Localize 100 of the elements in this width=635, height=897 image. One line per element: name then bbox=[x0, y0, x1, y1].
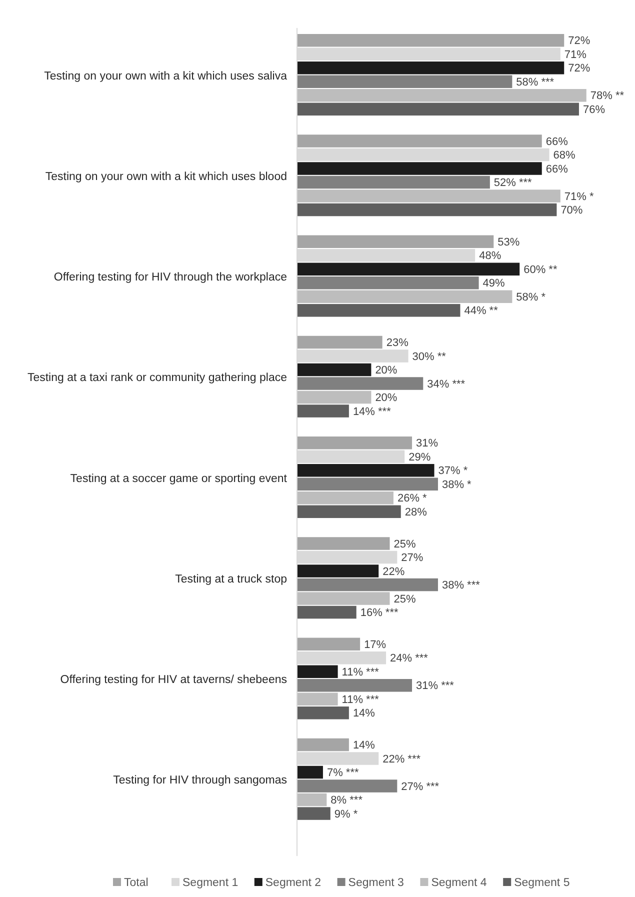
data-label: 22% bbox=[382, 566, 405, 578]
data-label: 30% ** bbox=[412, 350, 447, 363]
data-label: 26% * bbox=[397, 492, 428, 505]
data-label: 70% bbox=[560, 204, 583, 217]
bar bbox=[297, 692, 338, 706]
y-tick-label: Offering testing for HIV at taverns/ shebeens bbox=[60, 674, 288, 686]
data-label: 68% bbox=[553, 150, 576, 162]
legend-label: Total bbox=[124, 877, 148, 890]
legend-label: Segment 1 bbox=[182, 877, 238, 890]
bar bbox=[297, 290, 512, 304]
data-label: 34% *** bbox=[427, 378, 466, 390]
bar bbox=[297, 505, 401, 518]
bar bbox=[297, 665, 338, 678]
data-label: 60% ** bbox=[524, 264, 558, 276]
data-label: 23% bbox=[386, 337, 409, 350]
bar bbox=[297, 464, 434, 477]
data-label: 48% bbox=[479, 250, 502, 262]
bar bbox=[297, 404, 349, 418]
bar bbox=[297, 34, 564, 47]
bar bbox=[297, 62, 564, 74]
data-label: 66% bbox=[546, 136, 568, 148]
bar bbox=[297, 75, 512, 88]
data-label: 31% bbox=[416, 438, 438, 450]
data-label: 58% * bbox=[516, 291, 546, 304]
bar bbox=[297, 377, 424, 390]
data-label: 14% bbox=[352, 740, 376, 752]
bar bbox=[297, 162, 542, 175]
bar bbox=[297, 390, 372, 404]
data-label: 78% ** bbox=[590, 90, 625, 102]
legend-label: Segment 4 bbox=[431, 877, 488, 890]
data-label: 44% ** bbox=[464, 305, 499, 318]
data-label: 27% *** bbox=[401, 780, 440, 793]
data-label: 27% bbox=[401, 552, 424, 564]
bar bbox=[297, 203, 557, 216]
bar bbox=[297, 793, 327, 806]
data-label: 7% *** bbox=[326, 767, 360, 780]
data-label: 25% bbox=[394, 593, 416, 606]
data-label: 11% *** bbox=[342, 694, 380, 706]
data-label: 38% * bbox=[442, 478, 472, 491]
data-label: 49% bbox=[482, 278, 506, 290]
bar bbox=[297, 436, 412, 450]
bar bbox=[297, 578, 438, 592]
bar bbox=[297, 564, 379, 578]
bar bbox=[297, 478, 438, 491]
bar bbox=[297, 606, 356, 619]
data-label: 14% bbox=[352, 708, 376, 720]
bar bbox=[297, 276, 479, 290]
bar bbox=[297, 262, 520, 276]
y-tick-label: Testing on your own with a kit which uses saliva bbox=[44, 70, 288, 82]
data-label: 20% bbox=[375, 392, 398, 404]
data-label: 16% *** bbox=[360, 607, 399, 620]
bar bbox=[297, 807, 330, 820]
data-label: 38% *** bbox=[442, 580, 481, 592]
bar bbox=[297, 738, 349, 752]
data-label: 22% *** bbox=[382, 753, 422, 766]
data-label: 72% bbox=[568, 35, 590, 48]
data-label: 71% * bbox=[564, 190, 594, 203]
legend-label: Segment 3 bbox=[348, 877, 404, 890]
data-label: 9% * bbox=[334, 808, 358, 820]
legend-label: Segment 2 bbox=[265, 877, 322, 890]
bar bbox=[297, 89, 586, 102]
legend-label: Segment 5 bbox=[514, 877, 570, 890]
bar bbox=[297, 190, 560, 202]
data-label: 71% bbox=[564, 48, 587, 61]
data-label: 53% bbox=[498, 236, 520, 248]
data-label: 17% bbox=[364, 638, 386, 651]
bar bbox=[297, 492, 394, 504]
bar bbox=[297, 235, 494, 248]
bar bbox=[297, 537, 390, 550]
bar bbox=[297, 134, 542, 148]
bar bbox=[297, 780, 398, 792]
data-label: 11% *** bbox=[342, 666, 380, 678]
bar bbox=[297, 592, 390, 605]
y-tick-label: Offering testing for HIV through the workplace bbox=[54, 272, 287, 284]
y-tick-label: Testing at a truck stop bbox=[175, 573, 287, 586]
data-label: 28% bbox=[404, 506, 428, 518]
data-label: 14% *** bbox=[352, 406, 392, 418]
data-label: 31% *** bbox=[416, 680, 455, 692]
data-label: 25% bbox=[394, 538, 416, 550]
data-label: 72% bbox=[568, 62, 590, 75]
bar bbox=[297, 638, 360, 651]
data-label: 20% bbox=[375, 364, 398, 377]
y-tick-label: Testing at a taxi rank or community gathering place bbox=[27, 372, 287, 384]
bar bbox=[297, 363, 372, 376]
data-label: 37% * bbox=[438, 465, 468, 478]
data-label: 8% *** bbox=[330, 794, 364, 807]
data-label: 52% *** bbox=[494, 177, 533, 190]
bar bbox=[297, 336, 382, 349]
data-label: 76% bbox=[582, 104, 606, 116]
bar bbox=[297, 706, 349, 720]
bar bbox=[297, 679, 412, 692]
y-tick-label: Testing at a soccer game or sporting event bbox=[70, 472, 288, 485]
data-label: 58% *** bbox=[516, 76, 555, 88]
bar bbox=[297, 304, 460, 317]
y-tick-label: Testing on your own with a kit which uses blood bbox=[45, 170, 287, 183]
bar bbox=[297, 176, 490, 189]
data-label: 66% bbox=[546, 163, 568, 176]
data-label: 29% bbox=[408, 451, 431, 464]
bar bbox=[297, 766, 323, 779]
data-label: 24% *** bbox=[390, 652, 429, 665]
